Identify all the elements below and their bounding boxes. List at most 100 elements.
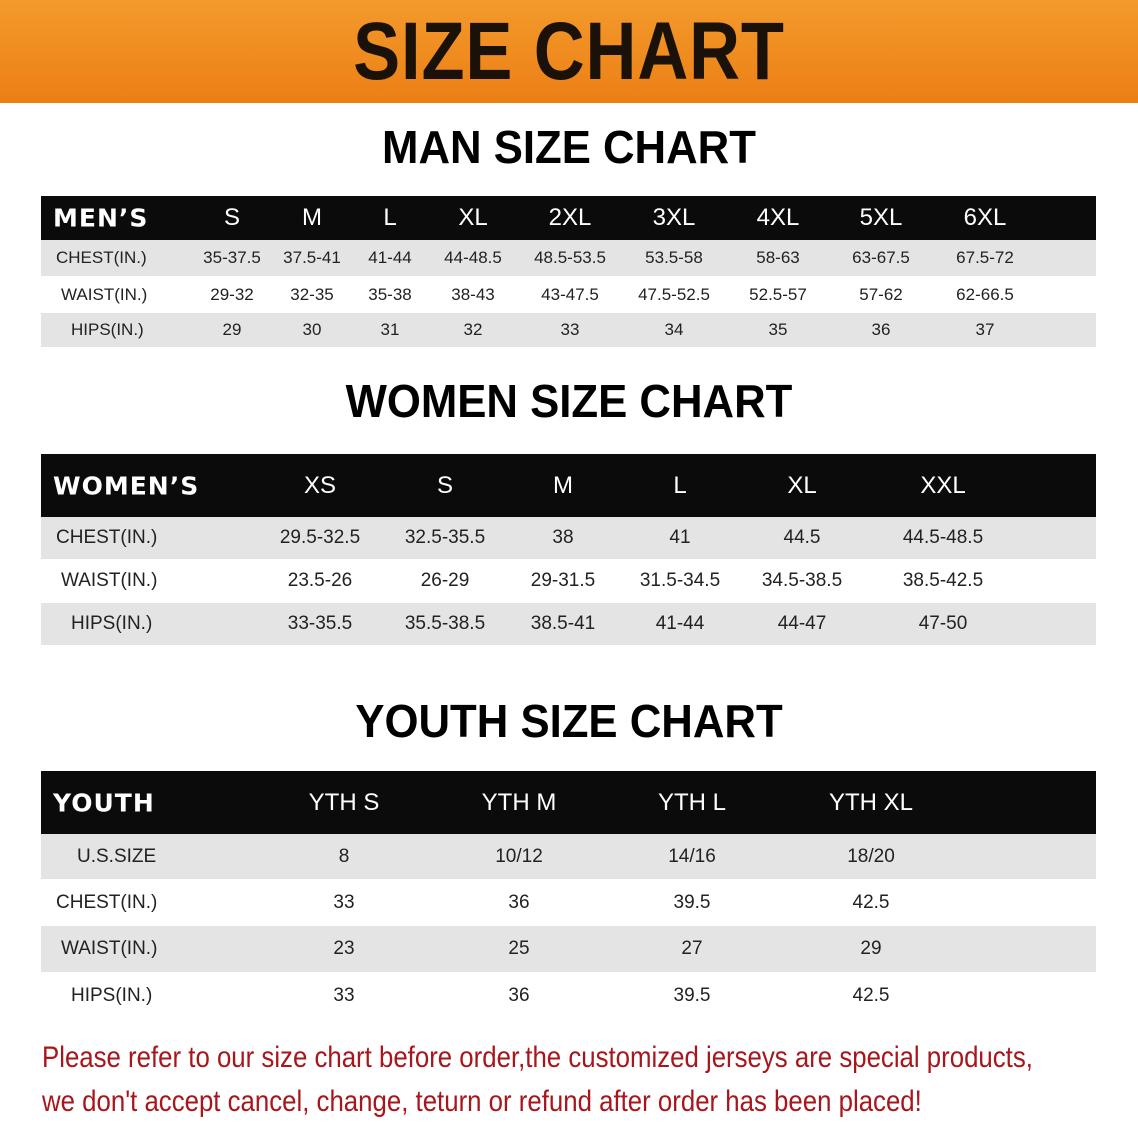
- table-cell: 33-35.5: [287, 613, 353, 634]
- table-cell: 53.5-58: [645, 248, 703, 267]
- men-size-table: MEN’S S M L XL 2XL 3XL 4XL 5XL 6XL CHEST(IN.) 35-37…: [41, 196, 1096, 347]
- table-cell: 30: [302, 320, 322, 339]
- table-cell: 33: [333, 891, 355, 913]
- table-cell: 31.5-34.5: [639, 570, 721, 591]
- table-cell: 14/16: [668, 845, 716, 867]
- size-header: XXL: [920, 471, 966, 499]
- size-header: YTH L: [657, 788, 727, 816]
- table-cell: 44.5: [783, 527, 821, 548]
- size-header: L: [673, 471, 687, 499]
- table-row: WAIST(IN.) 23.5-26 26-29 29-31.5 31.5-34.5 34…: [41, 560, 1096, 602]
- size-header: 3XL: [652, 204, 696, 231]
- table-cell: 41-44: [368, 248, 412, 267]
- table-cell: 18/20: [847, 845, 895, 867]
- table-cell: 38-43: [451, 284, 495, 304]
- table-row: HIPS(IN.) 33-35.5 35.5-38.5 38.5-41 41-44 44-…: [41, 603, 1096, 645]
- table-cell: 42.5: [852, 984, 890, 1006]
- table-label: YOUTH: [53, 788, 155, 817]
- size-header: 5XL: [859, 204, 903, 231]
- table-cell: 32.5-35.5: [404, 527, 486, 548]
- table-label: WOMEN’S: [53, 471, 200, 500]
- table-cell: 42.5: [852, 891, 890, 913]
- table-cell: 67.5-72: [956, 248, 1014, 267]
- table-cell: 23.5-26: [287, 570, 353, 591]
- table-cell: 35-37.5: [203, 248, 261, 267]
- table-cell: 48.5-53.5: [534, 248, 606, 267]
- table-cell: 43-47.5: [541, 284, 599, 304]
- table-cell: 32: [463, 320, 483, 339]
- size-header: M: [302, 204, 322, 231]
- table-row: WAIST(IN.) 23 25 27 29: [41, 926, 1096, 972]
- size-header: 4XL: [756, 204, 800, 231]
- table-cell: 29: [222, 320, 242, 339]
- disclaimer-line-2: we don't accept cancel, change, teturn o…: [42, 1085, 922, 1118]
- measurement-label: U.S.SIZE: [77, 845, 157, 867]
- measurement-label: CHEST(IN.): [56, 248, 147, 267]
- table-cell: 47.5-52.5: [638, 284, 710, 304]
- size-header: S: [223, 204, 241, 231]
- size-header: S: [436, 471, 454, 499]
- size-header: YTH S: [308, 788, 380, 816]
- table-cell: 44-48.5: [444, 248, 502, 267]
- table-cell: 41: [669, 527, 691, 548]
- table-cell: 58-63: [756, 248, 800, 267]
- table-cell: 36: [508, 891, 530, 913]
- table-cell: 36: [508, 984, 530, 1006]
- table-cell: 39.5: [673, 984, 711, 1006]
- size-header: 6XL: [963, 204, 1007, 231]
- table-cell: 35.5-38.5: [404, 613, 486, 634]
- table-cell: 25: [508, 938, 530, 959]
- table-cell: 34: [664, 320, 684, 339]
- measurement-label: WAIST(IN.): [61, 284, 148, 304]
- table-cell: 38.5-42.5: [902, 570, 984, 591]
- table-row: CHEST(IN.) 29.5-32.5 32.5-35.5 38 41 44.5 44.5…: [41, 517, 1096, 559]
- table-cell: 47-50: [918, 613, 968, 634]
- size-header: XS: [303, 471, 337, 499]
- table-cell: 35: [768, 320, 788, 339]
- table-cell: 39.5: [673, 891, 711, 913]
- table-cell: 38.5-41: [530, 613, 596, 634]
- table-cell: 29: [860, 938, 882, 959]
- table-cell: 29-31.5: [530, 570, 596, 591]
- table-cell: 8: [338, 845, 350, 867]
- table-cell: 29.5-32.5: [279, 527, 361, 548]
- table-label: MEN’S: [53, 203, 149, 233]
- table-cell: 62-66.5: [956, 284, 1014, 304]
- table-cell: 44-47: [777, 613, 827, 634]
- table-cell: 37.5-41: [283, 248, 341, 267]
- table-cell: 34.5-38.5: [761, 570, 843, 591]
- youth-header-row: YOUTH YTH S YTH M YTH L YTH XL: [41, 771, 1096, 834]
- table-cell: 37: [975, 320, 995, 339]
- youth-size-table: YOUTH YTH S YTH M YTH L YTH XL U.S.SIZE 8 10/12…: [41, 771, 1096, 1016]
- size-header: XL: [458, 204, 488, 231]
- size-header: XL: [787, 471, 817, 499]
- table-cell: 31: [380, 320, 400, 339]
- women-size-table: WOMEN’S XS S M L XL XXL CHEST(IN.) 29.5-32.5 32.5…: [41, 454, 1096, 645]
- size-header: YTH XL: [828, 788, 914, 816]
- table-cell: 10/12: [495, 845, 543, 867]
- table-cell: 33: [333, 984, 355, 1006]
- table-row: WAIST(IN.) 29-32 32-35 35-38 38-43 43-47.5 47.…: [41, 277, 1096, 312]
- women-header-row: WOMEN’S XS S M L XL XXL: [41, 454, 1096, 517]
- table-cell: 36: [871, 320, 891, 339]
- table-cell: 44.5-48.5: [902, 527, 984, 548]
- measurement-label: CHEST(IN.): [56, 891, 158, 913]
- measurement-label: WAIST(IN.): [61, 938, 158, 959]
- measurement-label: WAIST(IN.): [61, 570, 158, 591]
- table-cell: 38: [552, 527, 574, 548]
- size-header: L: [383, 204, 397, 231]
- measurement-label: HIPS(IN.): [71, 984, 153, 1006]
- banner-title: SIZE CHART: [353, 5, 785, 97]
- table-cell: 35-38: [368, 284, 412, 304]
- table-cell: 26-29: [420, 570, 470, 591]
- table-row: HIPS(IN.) 33 36 39.5 42.5: [41, 973, 1096, 1018]
- men-header-row: MEN’S S M L XL 2XL 3XL 4XL 5XL 6XL: [41, 196, 1096, 240]
- table-cell: 52.5-57: [749, 284, 807, 304]
- youth-section-title: YOUTH SIZE CHART: [355, 695, 783, 747]
- table-cell: 41-44: [655, 613, 705, 634]
- table-row: CHEST(IN.) 33 36 39.5 42.5: [41, 880, 1096, 925]
- table-cell: 33: [560, 320, 580, 339]
- measurement-label: HIPS(IN.): [71, 613, 153, 634]
- table-row: HIPS(IN.) 29 30 31 32 33 34 35 36 37: [41, 313, 1096, 347]
- table-cell: 27: [681, 938, 703, 959]
